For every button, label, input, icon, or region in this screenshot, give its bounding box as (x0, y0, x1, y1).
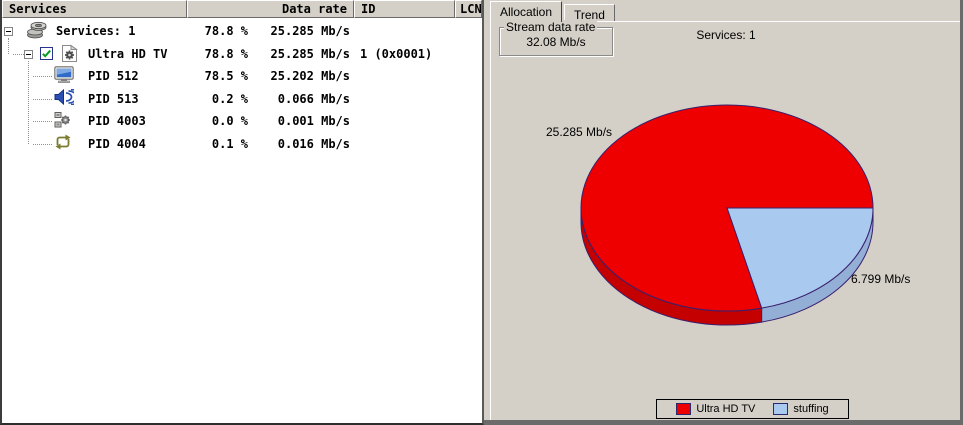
legend-label: Ultra HD TV (696, 403, 756, 415)
chart-legend: Ultra HD TV stuffing (656, 399, 849, 419)
row-percent: 78.5 % (204, 69, 248, 83)
tree-connector-line (28, 61, 29, 144)
column-header-data-rate[interactable]: Data rate (187, 0, 354, 18)
legend-item-stuffing: stuffing (773, 403, 829, 415)
column-header-id[interactable]: ID (354, 0, 455, 18)
row-id: 1 (0x0001) (360, 47, 433, 61)
row-rate: 0.066 Mb/s (277, 92, 350, 106)
video-monitor-icon (54, 66, 74, 86)
tree-connector-line (33, 144, 52, 145)
loop-arrows-icon (54, 134, 74, 154)
service-checkbox-checked[interactable] (40, 47, 53, 60)
tree-connector-line (33, 121, 52, 122)
services-panel: Services Data rate ID LCN Services: 1 78.… (0, 0, 484, 425)
stream-data-rate-title: Stream data rate (504, 20, 598, 34)
tree-row-ultra-hd-tv[interactable]: Ultra HD TV 78.8 % 25.285 Mb/s 1 (0x0001) (2, 43, 482, 66)
pie-label-stuffing: 6.799 Mb/s (851, 272, 911, 286)
row-rate: 0.001 Mb/s (277, 114, 350, 128)
tab-allocation[interactable]: Allocation (490, 1, 563, 22)
tree-row-services-1[interactable]: Services: 1 78.8 % 25.285 Mb/s (2, 20, 482, 43)
column-header-services[interactable]: Services (2, 0, 187, 18)
row-rate: 25.202 Mb/s (270, 69, 350, 83)
collapse-expander-icon[interactable] (24, 50, 33, 59)
tree-row-pid-4004[interactable]: PID 4004 0.1 % 0.016 Mb/s (2, 133, 482, 156)
audio-speaker-icon (54, 88, 83, 109)
row-label: Ultra HD TV (88, 47, 168, 61)
legend-swatch-red (676, 403, 692, 415)
services-tree: Services: 1 78.8 % 25.285 Mb/s Ultra HD TV 7… (2, 18, 482, 423)
allocation-panel: Allocation Trend Stream data rate 32.08 … (484, 0, 963, 425)
tree-connector-line (13, 54, 24, 55)
tree-connector-line (8, 38, 9, 54)
service-gear-doc-icon (61, 44, 81, 64)
row-label: PID 4003 (88, 114, 146, 128)
row-percent: 0.0 % (211, 114, 248, 128)
row-label: Services: 1 (56, 24, 136, 38)
legend-item-ultra-hd-tv: Ultra HD TV (676, 403, 755, 415)
tree-connector-line (33, 99, 52, 100)
pie-chart (580, 104, 874, 326)
legend-label: stuffing (793, 403, 829, 415)
column-header-lcn[interactable]: LCN (455, 0, 482, 18)
data-gears-icon (54, 111, 74, 131)
row-label: PID 4004 (88, 137, 146, 151)
table-header: Services Data rate ID LCN (2, 0, 482, 18)
legend-swatch-blue (773, 403, 789, 415)
row-label: PID 512 (88, 69, 139, 83)
pie-label-ultra-hd-tv: 25.285 Mb/s (546, 125, 613, 139)
chart-title: Services: 1 (696, 28, 756, 42)
services-stack-icon (27, 21, 47, 41)
row-rate: 25.285 Mb/s (270, 24, 350, 38)
row-percent: 78.8 % (204, 24, 248, 38)
stream-data-rate-box: Stream data rate 32.08 Mb/s (499, 20, 613, 56)
row-rate: 0.016 Mb/s (277, 137, 350, 151)
stream-data-rate-value: 32.08 Mb/s (526, 35, 586, 49)
tree-row-pid-512[interactable]: PID 512 78.5 % 25.202 Mb/s (2, 65, 482, 88)
row-percent: 78.8 % (204, 47, 248, 61)
row-percent: 0.1 % (211, 137, 248, 151)
tree-connector-line (33, 76, 52, 77)
row-label: PID 513 (88, 92, 139, 106)
allocation-content: Stream data rate 32.08 Mb/s Services: 1 … (490, 20, 960, 420)
row-rate: 25.285 Mb/s (270, 47, 350, 61)
row-percent: 0.2 % (211, 92, 248, 106)
tree-row-pid-4003[interactable]: PID 4003 0.0 % 0.001 Mb/s (2, 110, 482, 133)
collapse-expander-icon[interactable] (4, 27, 13, 36)
tree-row-pid-513[interactable]: PID 513 0.2 % 0.066 Mb/s (2, 88, 482, 111)
tab-trend[interactable]: Trend (564, 4, 615, 22)
